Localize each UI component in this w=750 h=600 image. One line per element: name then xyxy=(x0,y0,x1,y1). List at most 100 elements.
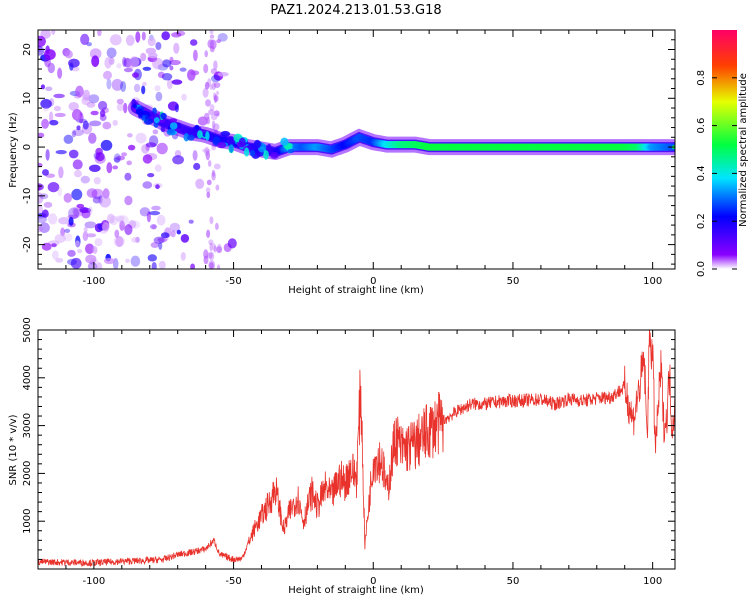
colorbar-gradient xyxy=(712,30,737,269)
noise-blob xyxy=(140,52,147,62)
ridge-clump xyxy=(263,150,269,160)
ridge-clump xyxy=(220,130,231,137)
noise-blob xyxy=(141,31,146,41)
noise-blob xyxy=(40,98,52,109)
noise-blob xyxy=(152,57,164,70)
spectrogram-x-ticks: -100 -50 0 50 100 xyxy=(37,30,662,287)
noise-blob xyxy=(214,95,219,102)
noise-blob xyxy=(106,78,112,90)
noise-blob xyxy=(68,216,74,226)
noise-blob xyxy=(100,139,113,151)
noise-blob xyxy=(51,243,57,248)
noise-blob xyxy=(130,255,141,267)
ridge-clump xyxy=(205,131,210,141)
noise-blob xyxy=(142,181,153,189)
noise-blob xyxy=(180,234,190,243)
noise-blob xyxy=(205,187,211,194)
noise-blob xyxy=(44,49,56,60)
noise-blob xyxy=(154,164,162,172)
noise-blob xyxy=(57,68,63,79)
noise-blob xyxy=(209,34,215,39)
noise-blob xyxy=(49,98,55,107)
noise-blob xyxy=(88,132,97,144)
spectrogram-frame xyxy=(37,29,676,270)
noise-blob xyxy=(193,162,201,171)
noise-blob xyxy=(204,50,208,58)
noise-blob xyxy=(38,204,43,215)
noise-blob xyxy=(106,162,113,174)
noise-blob xyxy=(52,250,59,260)
snr-frame xyxy=(37,329,676,570)
colorbar-tick-label: 0.2 xyxy=(696,213,707,229)
x-tick-label: 0 xyxy=(370,576,376,587)
noise-blob xyxy=(209,216,214,225)
spectrogram-ridge xyxy=(127,98,675,161)
noise-blob xyxy=(116,98,124,105)
noise-blob xyxy=(97,30,102,37)
noise-blob xyxy=(161,73,173,81)
noise-blob xyxy=(145,142,157,148)
y-tick-label: 10 xyxy=(22,92,33,105)
noise-blob xyxy=(206,116,211,125)
y-tick-label: 20 xyxy=(22,43,33,56)
snr-y-label: SNR (10 * v/v) xyxy=(8,414,19,485)
noise-blob xyxy=(158,260,166,269)
noise-blob xyxy=(190,263,195,269)
noise-blob xyxy=(53,105,62,112)
noise-blob xyxy=(38,46,45,56)
noise-blob xyxy=(121,152,127,157)
noise-blob xyxy=(80,33,90,46)
noise-blob xyxy=(151,224,157,230)
ridge-clump xyxy=(169,122,178,130)
noise-blob xyxy=(209,262,214,269)
colorbar-tick-label: 0.4 xyxy=(696,165,707,181)
noise-blob xyxy=(203,255,209,265)
noise-blob xyxy=(155,184,160,190)
noise-blob xyxy=(63,193,72,203)
noise-blob xyxy=(215,222,219,230)
noise-blob xyxy=(93,177,101,185)
noise-blob xyxy=(149,211,161,216)
ridge-clump xyxy=(270,152,279,159)
noise-blob xyxy=(106,213,115,224)
noise-blob xyxy=(63,134,74,144)
ridge-clump xyxy=(229,143,234,153)
noise-blob xyxy=(212,123,220,131)
noise-blob xyxy=(81,209,91,219)
noise-blob xyxy=(169,59,181,66)
noise-blob xyxy=(155,42,162,50)
noise-blob xyxy=(54,112,66,118)
snr-line xyxy=(38,330,675,568)
noise-blob xyxy=(206,229,211,238)
noise-blob xyxy=(74,169,82,178)
noise-blob xyxy=(173,42,180,54)
noise-blob xyxy=(55,257,64,263)
noise-blob xyxy=(68,149,79,159)
noise-blob xyxy=(109,34,122,46)
noise-blob xyxy=(38,132,45,138)
noise-blob xyxy=(64,50,73,59)
noise-blob xyxy=(99,109,106,118)
noise-blob xyxy=(156,142,168,155)
noise-blob xyxy=(127,144,136,151)
noise-blob xyxy=(94,238,103,247)
noise-blob xyxy=(213,110,220,117)
noise-blob xyxy=(181,93,187,101)
noise-blob xyxy=(99,195,111,208)
noise-blob xyxy=(131,237,139,243)
noise-blob xyxy=(124,172,132,181)
noise-blob xyxy=(75,85,84,98)
noise-blob xyxy=(115,155,125,161)
noise-blob xyxy=(47,62,55,74)
noise-blob xyxy=(123,57,132,68)
ridge-clump xyxy=(158,118,166,123)
noise-blob xyxy=(88,94,100,104)
noise-blob xyxy=(135,31,141,43)
noise-blob xyxy=(170,230,176,238)
x-tick-label: 100 xyxy=(643,576,662,587)
noise-blob xyxy=(204,81,210,90)
noise-blob xyxy=(122,56,127,67)
noise-blob xyxy=(54,234,66,243)
x-tick-label: -100 xyxy=(83,576,106,587)
noise-blob xyxy=(67,249,76,257)
